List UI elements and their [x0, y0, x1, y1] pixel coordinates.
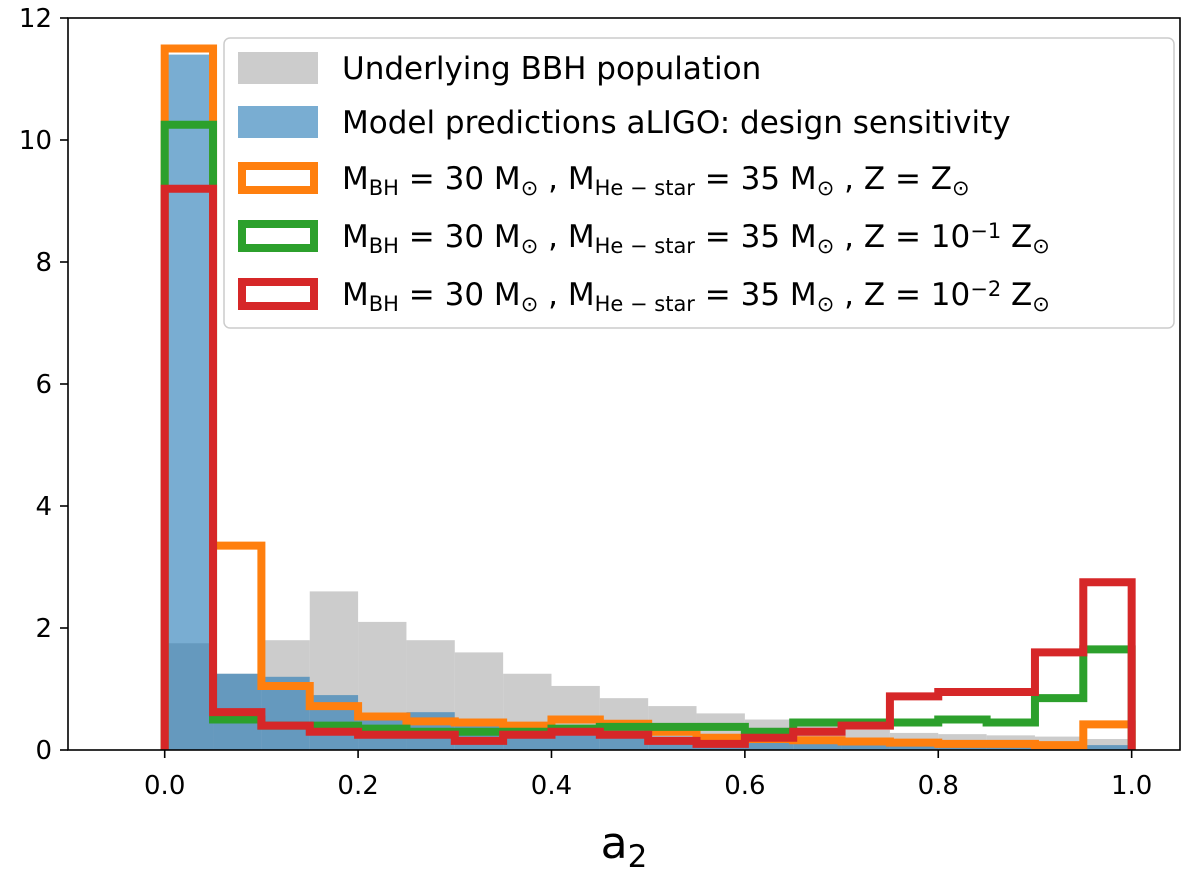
step-outlines — [160, 44, 1136, 750]
y-tick-label: 6 — [35, 370, 52, 400]
legend-text: = 35 M — [695, 277, 817, 313]
legend-subscript: He − star — [595, 176, 696, 200]
y-axis: 0 2 4 6 8 10 12 — [19, 4, 68, 766]
legend-entry-label: MBH = 30 M⊙ , MHe − star = 35 M⊙ , Z = 1… — [342, 277, 1050, 317]
legend-text: Z — [1001, 219, 1032, 255]
legend-entry-label: Underlying BBH population — [342, 51, 761, 87]
y-tick-label: 4 — [35, 492, 52, 522]
histogram-bar — [164, 54, 214, 751]
legend-subscript: He − star — [595, 234, 696, 258]
legend-box — [223, 37, 1175, 329]
x-tick-label: 0.0 — [144, 771, 185, 801]
legend-subscript: BH — [369, 292, 399, 316]
x-axis-label-subscript: 2 — [628, 839, 648, 872]
x-tick-label: 0.4 — [531, 771, 572, 801]
y-tick-label: 10 — [19, 126, 52, 156]
legend-entry-label: MBH = 30 M⊙ , MHe − star = 35 M⊙ , Z = Z… — [342, 161, 970, 200]
legend-text: = 35 M — [695, 219, 817, 255]
legend-text: , M — [538, 161, 594, 197]
legend-subscript: ⊙ — [817, 234, 835, 258]
step-outline-series-4 — [160, 184, 1136, 750]
histogram-bar — [1083, 739, 1132, 750]
y-tick-label: 12 — [19, 4, 52, 34]
x-tick-label: 0.6 — [724, 771, 765, 801]
legend-text: , Z = Z — [834, 161, 952, 197]
legend-swatch-filled — [238, 106, 318, 138]
x-axis-label-main: a — [601, 818, 628, 869]
x-tick-label: 1.0 — [1111, 771, 1152, 801]
legend-text: = 30 M — [399, 277, 521, 313]
legend-swatch-step — [238, 162, 318, 194]
legend-swatch-step — [238, 278, 318, 310]
legend-text: Model predictions aLIGO: design sensitiv… — [342, 105, 1011, 141]
legend-text: = 35 M — [695, 161, 817, 197]
legend-superscript: −2 — [970, 277, 1001, 301]
histogram-bar — [793, 740, 842, 750]
legend-subscript: ⊙ — [1032, 234, 1050, 258]
x-tick-label: 0.8 — [918, 771, 959, 801]
legend-text: Underlying BBH population — [342, 51, 761, 87]
legend-text: = 30 M — [399, 161, 521, 197]
legend-subscript: ⊙ — [521, 234, 539, 258]
legend-subscript: ⊙ — [521, 292, 539, 316]
legend-subscript: ⊙ — [817, 292, 835, 316]
x-tick-label: 0.2 — [337, 771, 378, 801]
legend-subscript: ⊙ — [521, 176, 539, 200]
histogram-bar — [551, 731, 600, 750]
legend-subscript: ⊙ — [952, 176, 970, 200]
legend-text: M — [342, 161, 369, 197]
legend-subscript: BH — [369, 234, 399, 258]
legend: Underlying BBH population Model predictio… — [223, 37, 1175, 329]
histogram-bar — [744, 740, 794, 750]
legend-swatch-step — [238, 220, 318, 252]
y-tick-label: 8 — [35, 248, 52, 278]
legend-entry-label: Model predictions aLIGO: design sensitiv… — [342, 105, 1011, 141]
legend-text: , Z = 10 — [834, 219, 970, 255]
x-axis-label: a2 — [601, 818, 648, 872]
legend-text: M — [342, 277, 369, 313]
legend-text: = 30 M — [399, 219, 521, 255]
y-tick-label: 2 — [35, 614, 52, 644]
legend-swatch-filled — [238, 52, 318, 84]
legend-subscript: ⊙ — [1032, 292, 1050, 316]
y-tick-label: 0 — [35, 736, 52, 766]
legend-text: , Z = 10 — [834, 277, 970, 313]
x-axis: 0.0 0.2 0.4 0.6 0.8 1.0 — [144, 750, 1152, 801]
legend-subscript: He − star — [595, 292, 696, 316]
legend-text: Z — [1001, 277, 1032, 313]
histogram-bar — [1083, 745, 1132, 750]
legend-text: M — [342, 219, 369, 255]
legend-subscript: BH — [369, 176, 399, 200]
legend-superscript: −1 — [970, 219, 1001, 243]
legend-subscript: ⊙ — [817, 176, 835, 200]
legend-text: , M — [538, 277, 594, 313]
legend-text: , M — [538, 219, 594, 255]
histogram-bar — [841, 742, 890, 750]
legend-entry-label: MBH = 30 M⊙ , MHe − star = 35 M⊙ , Z = 1… — [342, 219, 1050, 259]
